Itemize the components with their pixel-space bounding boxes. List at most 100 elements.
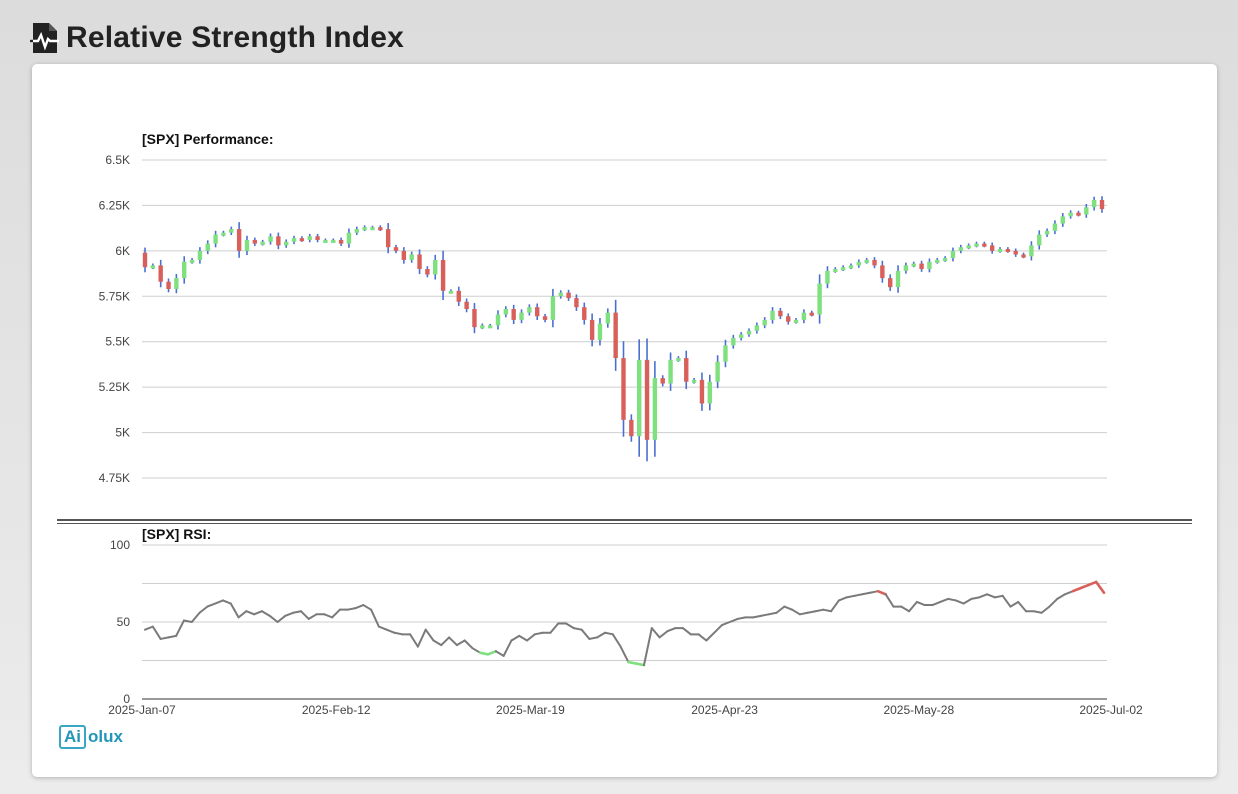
candle-body: [613, 312, 618, 359]
rsi-segment: [775, 605, 786, 614]
candle-body: [989, 245, 995, 251]
rsi-segment: [939, 597, 950, 603]
candle-body: [174, 278, 179, 290]
candle: [888, 274, 893, 291]
rsi-segment: [432, 639, 443, 647]
rsi-segment: [798, 611, 809, 616]
candle-body: [582, 307, 587, 320]
candle-body: [401, 250, 407, 260]
x-tick-label: 2025-Jan-07: [108, 703, 176, 717]
rsi-segment: [908, 600, 918, 613]
candle-body: [456, 290, 461, 302]
candle-body: [731, 338, 736, 346]
x-tick-label: 2025-Feb-12: [302, 703, 371, 717]
candle-body: [723, 345, 728, 362]
candle-body: [966, 245, 971, 249]
page-title: Relative Strength Index: [66, 21, 405, 54]
candle: [762, 317, 767, 329]
candle: [660, 375, 665, 387]
candle-body: [903, 265, 909, 271]
candle: [1099, 196, 1105, 213]
candle: [958, 244, 964, 254]
candle: [401, 247, 407, 264]
candle: [182, 256, 187, 284]
candle: [723, 339, 728, 368]
candle: [817, 274, 822, 324]
candle: [370, 225, 375, 231]
x-tick-label: 2025-Mar-19: [496, 703, 565, 717]
candle-body: [927, 261, 932, 270]
candle: [715, 355, 720, 389]
candle: [150, 263, 156, 270]
rsi-segment: [627, 660, 638, 665]
rsi-segment: [214, 599, 224, 605]
candle-body: [213, 234, 218, 244]
rsi-segment: [604, 631, 614, 636]
candle: [236, 222, 242, 258]
candlestick-series: [142, 196, 1105, 462]
price-y-tick-label: 6K: [115, 244, 130, 258]
candle-body: [636, 359, 642, 437]
candle-body: [644, 359, 650, 440]
candle: [935, 258, 940, 264]
candle-body: [958, 247, 964, 251]
candle: [880, 260, 885, 283]
candle-body: [1091, 199, 1097, 208]
rsi-segment: [767, 611, 778, 616]
candle: [1076, 210, 1081, 217]
candle-body: [880, 265, 885, 279]
candle-body: [1037, 234, 1042, 246]
rsi-y-tick-label: 0: [123, 692, 130, 706]
candle-body: [684, 358, 689, 382]
candle: [1021, 252, 1026, 259]
candle-body: [1068, 212, 1073, 217]
rsi-segment: [276, 614, 287, 623]
rsi-y-tick-label: 50: [117, 615, 131, 629]
rsi-segment: [486, 649, 498, 656]
candle: [621, 341, 626, 437]
candle: [315, 233, 320, 243]
rsi-segment: [206, 602, 217, 608]
candle-body: [942, 258, 948, 262]
rsi-segment: [229, 602, 240, 619]
rsi-segment: [642, 627, 653, 667]
candle-body: [519, 312, 524, 320]
candle-body: [668, 359, 673, 384]
price-y-tick-label: 6.5K: [105, 153, 130, 167]
candle: [778, 308, 783, 320]
price-y-tick-label: 6.25K: [99, 198, 130, 212]
candle-body: [205, 243, 210, 251]
candle-body: [1021, 254, 1026, 258]
candle-body: [299, 238, 305, 242]
x-tick-label: 2025-Jul-02: [1079, 703, 1143, 717]
rsi-segment: [260, 610, 271, 617]
rsi-chart-title: [SPX] RSI:: [142, 526, 211, 542]
rsi-segment: [837, 596, 848, 602]
candle: [668, 352, 673, 391]
price-y-tick-label: 5.5K: [105, 335, 130, 349]
candle: [174, 273, 179, 294]
rsi-segment: [245, 610, 256, 616]
rsi-segment: [1032, 610, 1043, 614]
candle: [1037, 230, 1042, 250]
candle: [731, 334, 736, 349]
rsi-segment: [713, 624, 723, 634]
candle-body: [872, 259, 877, 266]
rsi-segment: [385, 628, 396, 634]
rsi-segment: [759, 613, 770, 617]
candle-body: [385, 229, 391, 248]
candle: [252, 237, 258, 246]
candle-body: [911, 263, 916, 267]
brand-logo[interactable]: Ai olux: [59, 725, 123, 749]
brand-logo-text: olux: [88, 727, 123, 746]
rsi-segment: [299, 610, 310, 620]
candle: [205, 240, 210, 255]
rsi-segment: [1094, 580, 1106, 595]
candle: [738, 332, 744, 341]
candle-body: [268, 236, 273, 242]
candle: [825, 266, 830, 289]
candle: [801, 309, 807, 324]
candle: [864, 258, 869, 264]
rsi-segment: [494, 650, 505, 657]
rsi-segment: [1079, 583, 1090, 590]
